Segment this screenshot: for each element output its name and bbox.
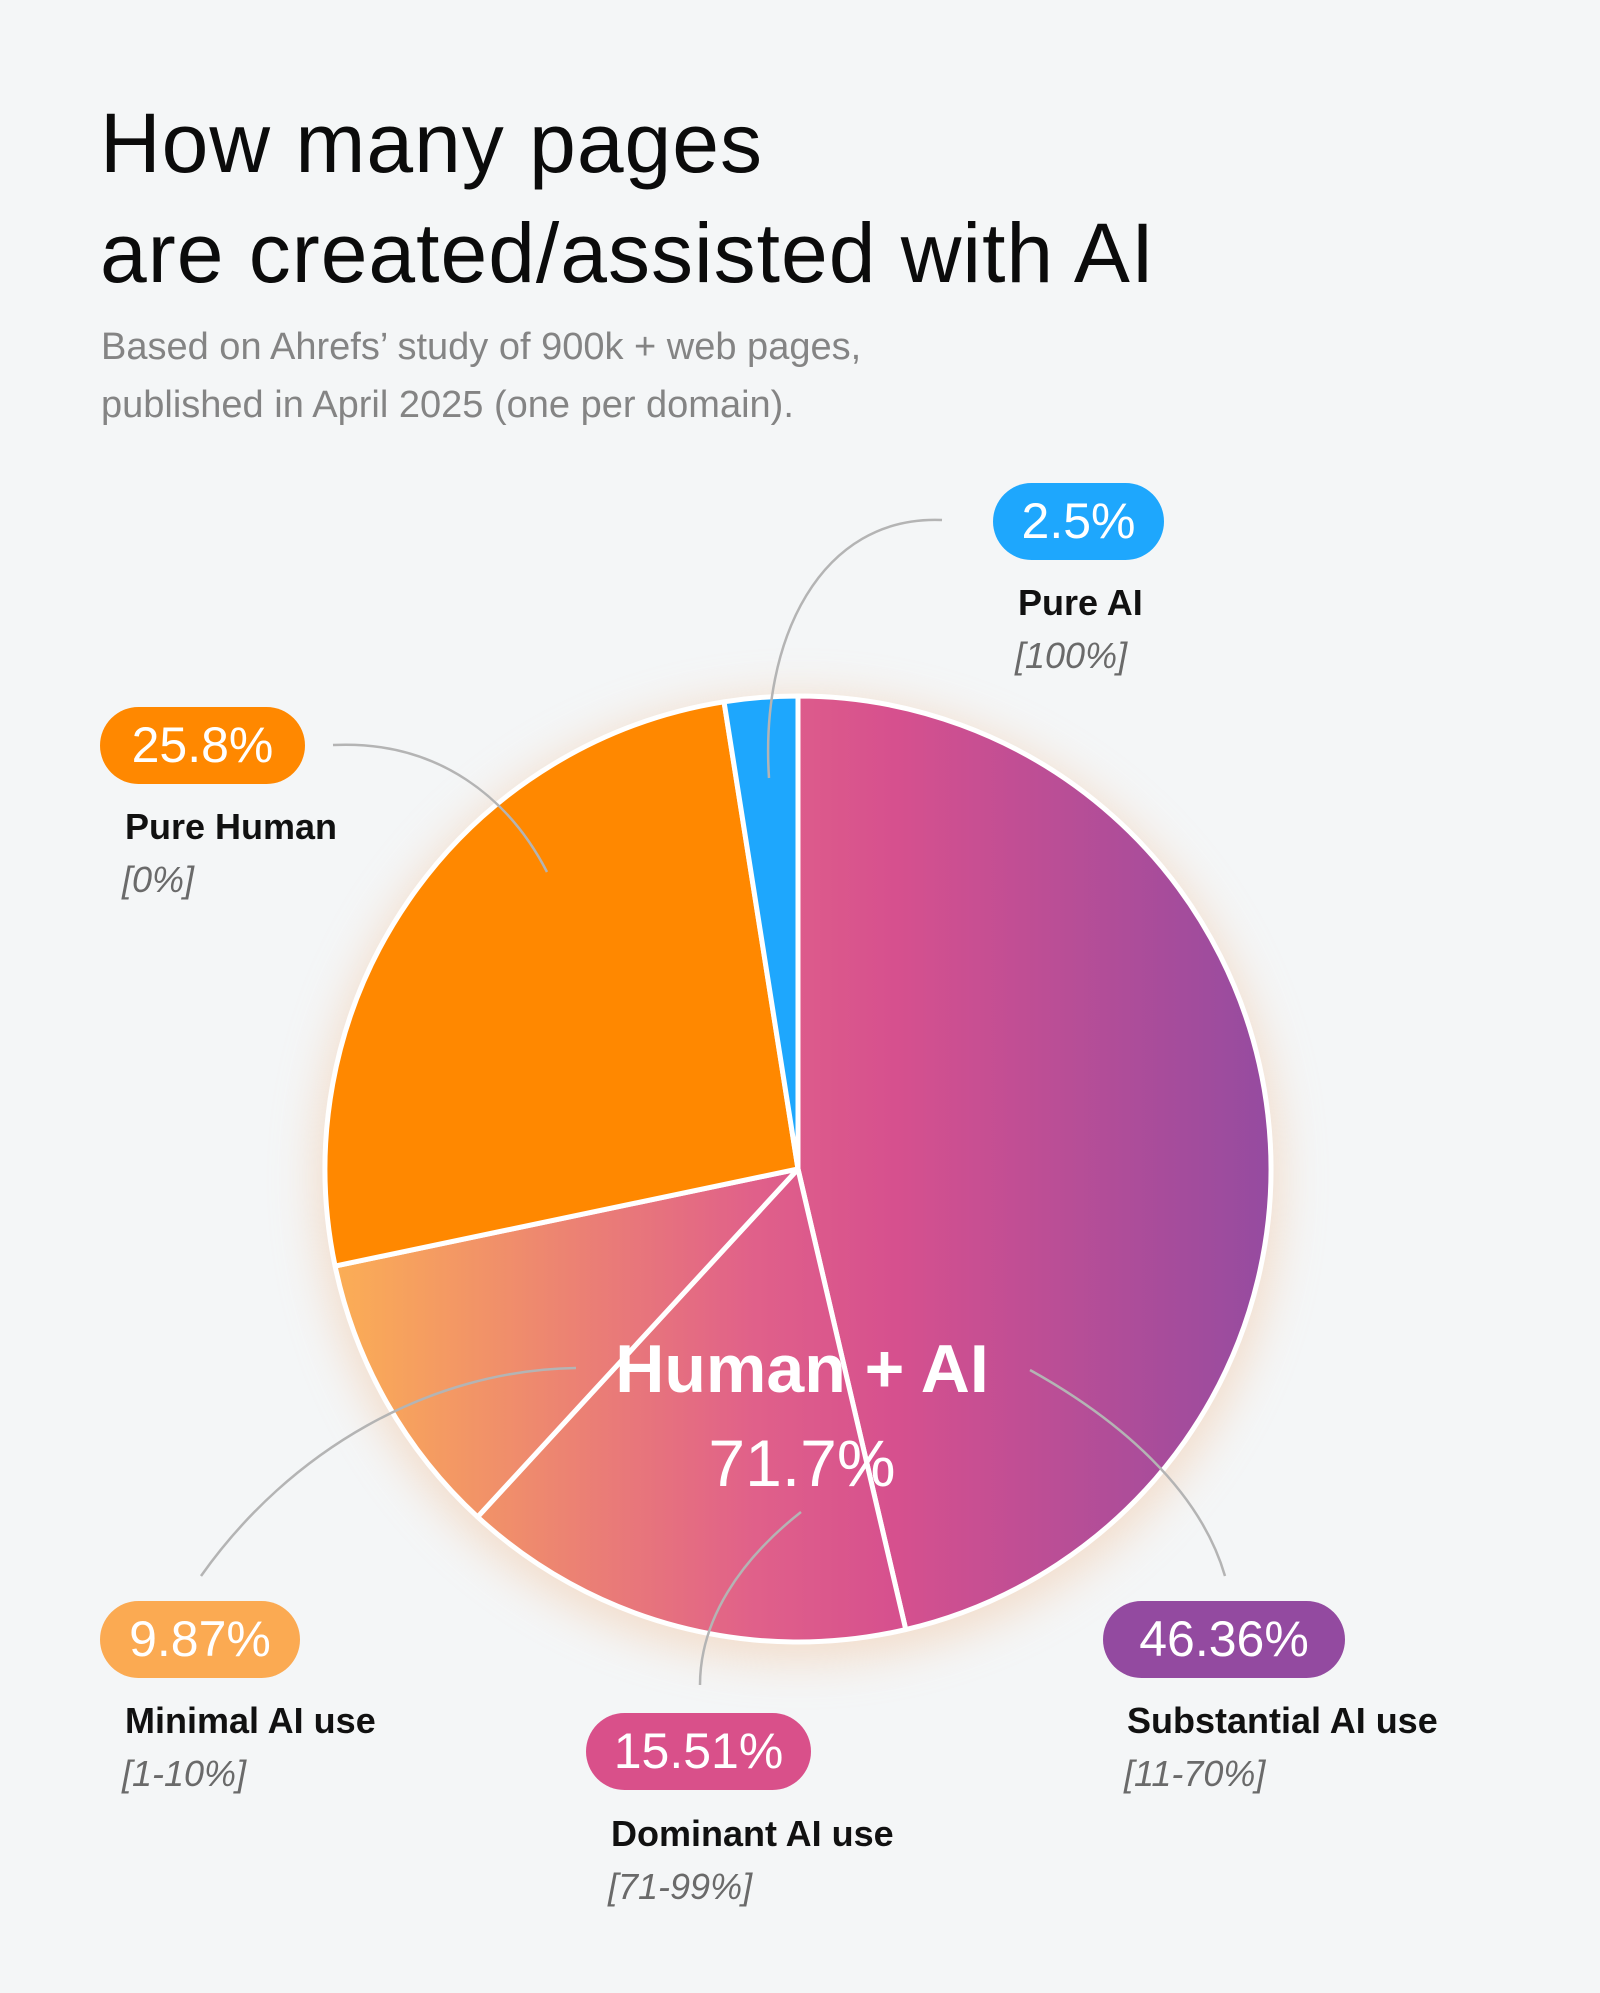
leader-lines (199, 518, 1227, 1686)
leader-line-pure-human (332, 743, 549, 873)
pie-slice-pure-human (322, 699, 801, 1269)
label-pure-human: Pure Human (125, 806, 338, 847)
title-line-2: are created/assisted with AI (100, 206, 1156, 300)
chart-subtitle: Based on Ahrefs’ study of 900k + web pag… (101, 318, 861, 434)
range-dominant-ai: [71-99%] (608, 1866, 753, 1907)
badge-substantial-ai: 46.36% (1103, 1601, 1345, 1678)
pie-slice-minimal-ai-use (332, 1166, 801, 1520)
group-label: Human + AI (615, 1331, 989, 1407)
label-substantial-ai: Substantial AI use (1127, 1700, 1438, 1741)
leader-line-pure-ai (766, 518, 943, 779)
pie-slice-substantial-ai-use (795, 693, 1274, 1633)
badge-pure-ai: 2.5% (993, 483, 1164, 560)
label-dominant-ai: Dominant AI use (611, 1813, 894, 1854)
subtitle-line-2: published in April 2025 (one per domain)… (101, 384, 794, 426)
badge-dominant-ai: 15.51% (586, 1713, 811, 1790)
group-value: 71.7% (708, 1426, 896, 1500)
leader-line-substantial (1029, 1368, 1227, 1577)
range-pure-ai: [100%] (1015, 635, 1128, 676)
range-substantial-ai: [11-70%] (1124, 1753, 1266, 1794)
range-pure-human: [0%] (122, 859, 195, 900)
label-minimal-ai: Minimal AI use (125, 1700, 376, 1741)
pie-slice-pure-ai (721, 693, 801, 1172)
leader-line-dominant (698, 1511, 802, 1686)
range-minimal-ai: [1-10%] (122, 1753, 247, 1794)
subtitle-line-1: Based on Ahrefs’ study of 900k + web pag… (101, 326, 862, 368)
title-line-1: How many pages (100, 96, 763, 190)
label-pure-ai: Pure AI (1018, 582, 1143, 623)
badge-minimal-ai: 9.87% (100, 1601, 300, 1678)
chart-title: How many pages are created/assisted with… (100, 88, 1155, 308)
badge-pure-human: 25.8% (100, 707, 305, 784)
pie-slice-dominant-ai-use (475, 1166, 909, 1645)
leader-line-minimal (199, 1366, 577, 1577)
